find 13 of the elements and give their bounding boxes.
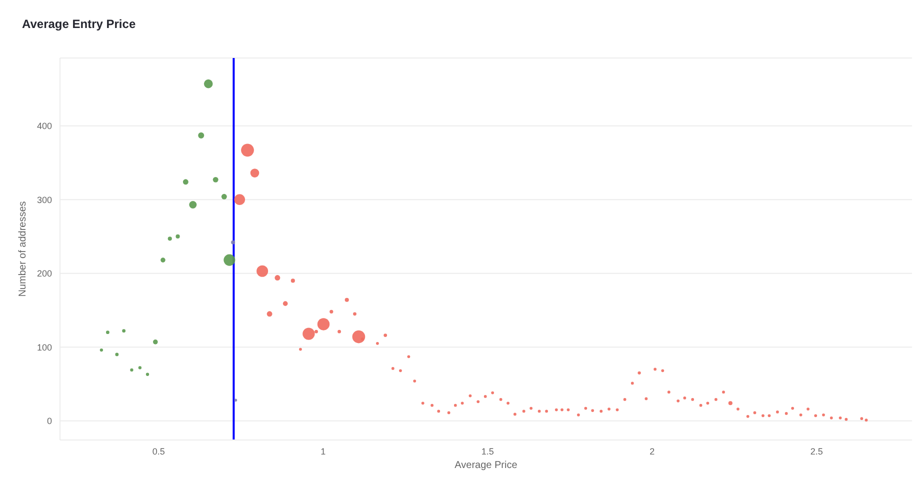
x-axis-title: Average Price xyxy=(454,460,518,471)
y-tick-label: 300 xyxy=(36,194,52,205)
x-tick-label: 1.5 xyxy=(481,446,494,456)
x-tick-label: 0.5 xyxy=(152,446,165,456)
chart-title: Average Entry Price xyxy=(22,17,136,31)
y-axis-title: Number of addresses xyxy=(18,201,29,297)
y-tick-label: 200 xyxy=(36,268,52,279)
x-tick-label: 1 xyxy=(320,446,326,456)
y-tick-label: 100 xyxy=(36,342,52,352)
x-tick-label: 2.5 xyxy=(810,446,823,456)
y-tick-label: 400 xyxy=(36,121,52,132)
y-tick-label: 0 xyxy=(46,416,52,426)
x-tick-label: 2 xyxy=(650,446,655,456)
